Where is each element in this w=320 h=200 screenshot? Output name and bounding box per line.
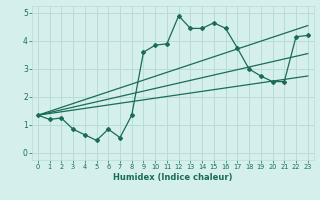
- X-axis label: Humidex (Indice chaleur): Humidex (Indice chaleur): [113, 173, 233, 182]
